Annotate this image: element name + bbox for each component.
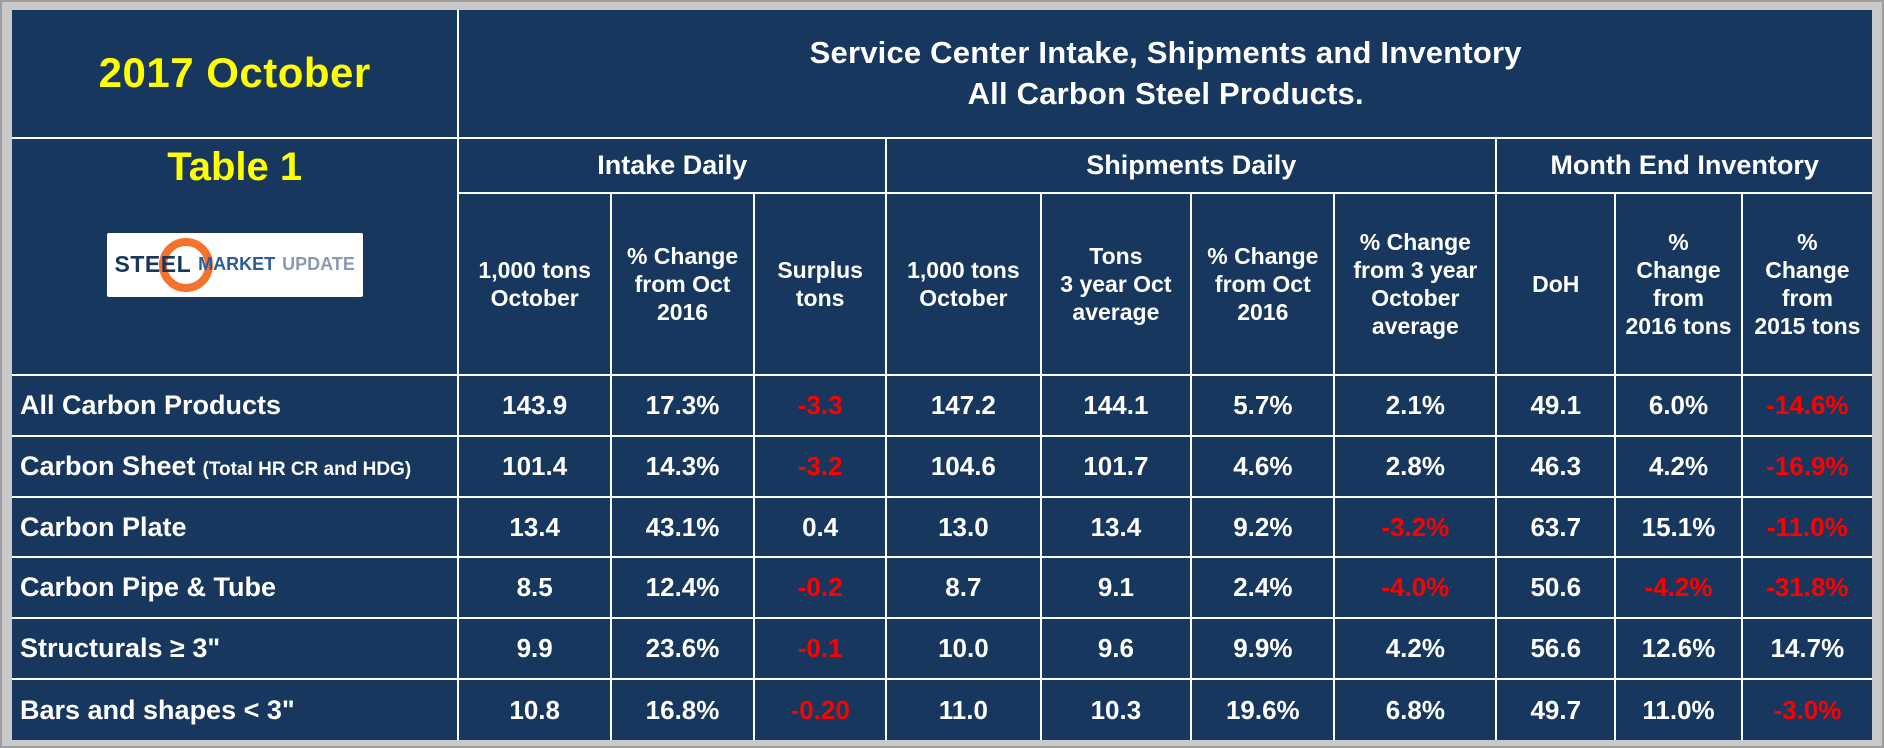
cell-value: 4.2%	[1615, 435, 1743, 498]
group-header-month-end-inventory: Month End Inventory	[1496, 137, 1872, 194]
cell-value: 147.2	[886, 375, 1042, 437]
column-header-row: 1,000 tons October % Change from Oct 201…	[12, 192, 1872, 376]
logo-market-text: MARKET	[198, 254, 276, 275]
col-header-shipments-3yr-avg: Tons 3 year Oct average	[1040, 192, 1193, 376]
logo-update-text: UPDATE	[282, 254, 355, 275]
cell-value: -4.2%	[1615, 557, 1743, 620]
cell-value: -0.1	[754, 618, 888, 681]
cell-value: 2.1%	[1334, 375, 1498, 437]
col-header-intake-tons: 1,000 tons October	[458, 192, 612, 376]
logo-circle-icon	[158, 237, 213, 292]
cell-value: 17.3%	[610, 375, 756, 437]
cell-value: 10.8	[458, 679, 612, 740]
cell-value: -0.20	[754, 679, 888, 740]
smu-data-table: 2017 October Service Center Intake, Ship…	[12, 10, 1872, 740]
cell-value: 11.0%	[1615, 679, 1743, 740]
cell-value: -16.9%	[1741, 435, 1872, 498]
cell-value: 5.7%	[1191, 375, 1336, 437]
cell-value: 10.0	[886, 618, 1042, 681]
cell-value: -3.3	[754, 375, 888, 437]
cell-value: 9.9%	[1191, 618, 1336, 681]
cell-value: -3.2%	[1334, 496, 1498, 559]
cell-value: 101.7	[1040, 435, 1193, 498]
cell-value: 43.1%	[610, 496, 756, 559]
cell-value: 9.9	[458, 618, 612, 681]
table-row-structurals: Structurals ≥ 3" 9.9 23.6% -0.1 10.0 9.6…	[12, 618, 1872, 681]
col-header-inv-pct-2016: % Change from 2016 tons	[1615, 192, 1743, 376]
table-label: Table 1	[167, 144, 303, 189]
cell-value: 104.6	[886, 435, 1042, 498]
row-label: Structurals ≥ 3"	[12, 618, 460, 681]
row-label: Carbon Sheet (Total HR CR and HDG)	[12, 435, 460, 498]
cell-value: 11.0	[886, 679, 1042, 740]
col-header-doh: DoH	[1496, 192, 1617, 376]
cell-value: 13.4	[1040, 496, 1193, 559]
cell-value: 63.7	[1496, 496, 1617, 559]
col-header-intake-pct-change: % Change from Oct 2016	[610, 192, 756, 376]
cell-value: 101.4	[458, 435, 612, 498]
title-row: 2017 October Service Center Intake, Ship…	[12, 10, 1872, 139]
group-header-intake-daily: Intake Daily	[458, 137, 888, 194]
cell-value: 8.7	[886, 557, 1042, 620]
cell-value: 13.4	[458, 496, 612, 559]
report-title: Service Center Intake, Shipments and Inv…	[458, 10, 1872, 139]
cell-value: 10.3	[1040, 679, 1193, 740]
cell-value: 9.2%	[1191, 496, 1336, 559]
cell-value: -0.2	[754, 557, 888, 620]
cell-value: 8.5	[458, 557, 612, 620]
cell-value: -14.6%	[1741, 375, 1872, 437]
row-label: Bars and shapes < 3"	[12, 679, 460, 740]
table-row-all-carbon-products: All Carbon Products 143.9 17.3% -3.3 147…	[12, 375, 1872, 437]
col-header-surplus-tons: Surplus tons	[754, 192, 888, 376]
cell-value: 9.6	[1040, 618, 1193, 681]
smu-logo: STEEL MARKET UPDATE	[106, 232, 363, 297]
cell-value: 49.7	[1496, 679, 1617, 740]
col-header-shipments-pct-change: % Change from Oct 2016	[1191, 192, 1336, 376]
cell-value: 49.1	[1496, 375, 1617, 437]
row-label: Carbon Plate	[12, 496, 460, 559]
cell-value: 46.3	[1496, 435, 1617, 498]
cell-value: 144.1	[1040, 375, 1193, 437]
logo-steel-text: STEEL	[114, 251, 192, 278]
cell-value: 2.8%	[1334, 435, 1498, 498]
row-label: All Carbon Products	[12, 375, 460, 437]
cell-value: 0.4	[754, 496, 888, 559]
cell-value: -3.2	[754, 435, 888, 498]
cell-value: 13.0	[886, 496, 1042, 559]
cell-value: 143.9	[458, 375, 612, 437]
table-row-bars-and-shapes: Bars and shapes < 3" 10.8 16.8% -0.20 11…	[12, 679, 1872, 740]
cell-value: 14.7%	[1741, 618, 1872, 681]
col-header-shipments-pct-vs-3yr: % Change from 3 year October average	[1334, 192, 1498, 376]
cell-value: 12.4%	[610, 557, 756, 620]
cell-value: -31.8%	[1741, 557, 1872, 620]
cell-value: 15.1%	[1615, 496, 1743, 559]
table-row-carbon-pipe-tube: Carbon Pipe & Tube 8.5 12.4% -0.2 8.7 9.…	[12, 557, 1872, 620]
cell-value: 6.0%	[1615, 375, 1743, 437]
cell-value: 4.6%	[1191, 435, 1336, 498]
cell-value: 6.8%	[1334, 679, 1498, 740]
table-row-carbon-sheet: Carbon Sheet (Total HR CR and HDG) 101.4 …	[12, 435, 1872, 498]
table-label-cell: Table 1 STEEL MARKET UPDATE	[12, 137, 460, 377]
cell-value: 12.6%	[1615, 618, 1743, 681]
cell-value: 19.6%	[1191, 679, 1336, 740]
cell-value: 56.6	[1496, 618, 1617, 681]
table-row-carbon-plate: Carbon Plate 13.4 43.1% 0.4 13.0 13.4 9.…	[12, 496, 1872, 559]
period-label: 2017 October	[12, 10, 460, 139]
cell-value: 9.1	[1040, 557, 1193, 620]
cell-value: 16.8%	[610, 679, 756, 740]
cell-value: 4.2%	[1334, 618, 1498, 681]
cell-value: -4.0%	[1334, 557, 1498, 620]
col-header-shipments-tons: 1,000 tons October	[886, 192, 1042, 376]
cell-value: 50.6	[1496, 557, 1617, 620]
cell-value: 14.3%	[610, 435, 756, 498]
cell-value: -3.0%	[1773, 694, 1842, 725]
cell-value: -11.0%	[1741, 496, 1872, 559]
row-label: Carbon Pipe & Tube	[12, 557, 460, 620]
col-header-inv-pct-2015: % Change from 2015 tons	[1741, 192, 1872, 376]
group-header-row: Table 1 STEEL MARKET UPDATE Intake Daily…	[12, 137, 1872, 377]
cell-value: 23.6%	[610, 618, 756, 681]
cell-value: 2.4%	[1191, 557, 1336, 620]
group-header-shipments-daily: Shipments Daily	[886, 137, 1498, 194]
